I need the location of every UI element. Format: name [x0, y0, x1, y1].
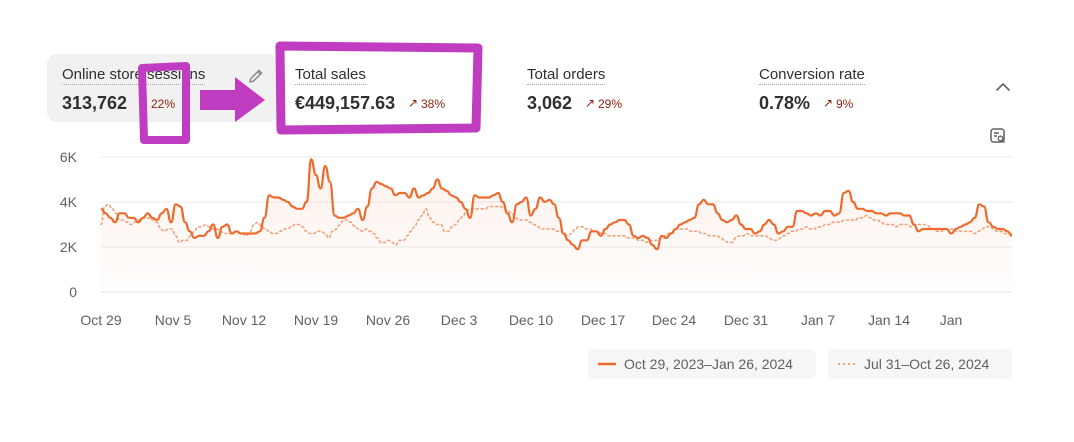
x-tick-label: Dec 31: [724, 312, 769, 328]
y-tick-label: 2K: [60, 239, 78, 255]
legend-dotted-swatch: [838, 363, 856, 365]
metric-total-orders[interactable]: Total orders 3,062 ↗ 29%: [513, 54, 723, 122]
chevron-up-icon[interactable]: [994, 80, 1012, 99]
analyze-icon[interactable]: [989, 127, 1007, 150]
legend-item-comparison[interactable]: Jul 31–Oct 26, 2024: [828, 349, 1012, 379]
legend-label: Jul 31–Oct 26, 2024: [864, 356, 990, 372]
legend-label: Oct 29, 2023–Jan 26, 2024: [624, 356, 793, 372]
x-tick-label: Nov 26: [366, 312, 411, 328]
x-tick-label: Dec 17: [581, 312, 626, 328]
series-line-comparison: [100, 203, 1013, 246]
x-tick-label: Nov 5: [155, 312, 192, 328]
series-line-current: [100, 158, 1013, 251]
x-tick-label: Dec 3: [441, 312, 478, 328]
x-tick-label: Dec 24: [652, 312, 697, 328]
metric-label: Total orders: [527, 66, 606, 85]
legend-solid-swatch: [598, 362, 616, 366]
sales-line-chart: 0 2K 4K 6K Oct 29 Nov 5 Nov 12 Nov 19 Nov 26 Dec …: [60, 149, 1013, 328]
y-tick-label: 0: [69, 284, 77, 300]
series-area: [101, 159, 1012, 292]
metric-change: 9%: [836, 97, 854, 111]
y-tick-label: 6K: [60, 149, 78, 165]
x-tick-label: Jan 7: [801, 312, 835, 328]
x-tick-label: Nov 19: [294, 312, 339, 328]
y-tick-label: 4K: [60, 194, 78, 210]
arrow-up-right-icon: ↗: [823, 96, 834, 110]
metric-conversion-rate[interactable]: Conversion rate 0.78% ↗ 9%: [745, 54, 965, 122]
arrow-up-right-icon: ↗: [585, 96, 596, 110]
x-tick-label: Jan: [940, 312, 963, 328]
metric-change: 29%: [598, 97, 623, 111]
metric-value: 3,062: [527, 93, 573, 113]
x-tick-label: Oct 29: [80, 312, 121, 328]
metric-label: Conversion rate: [759, 66, 865, 85]
x-tick-label: Dec 10: [509, 312, 554, 328]
x-tick-label: Jan 14: [868, 312, 910, 328]
x-tick-label: Nov 12: [222, 312, 267, 328]
legend-item-current[interactable]: Oct 29, 2023–Jan 26, 2024: [588, 349, 816, 379]
metric-value: 0.78%: [759, 93, 811, 113]
metric-value: 313,762: [62, 93, 128, 113]
